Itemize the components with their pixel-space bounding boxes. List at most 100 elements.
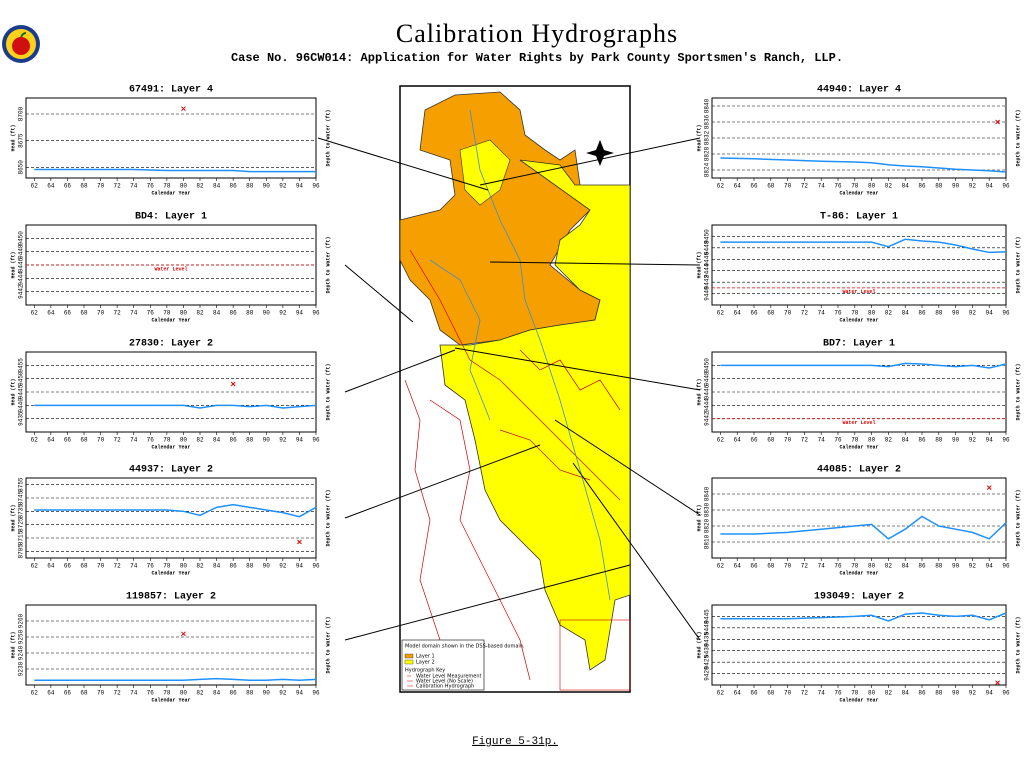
- x-tick-label: 82: [196, 690, 204, 697]
- y-axis-label: Head (ft): [10, 378, 16, 405]
- x-axis-label: Calendar Year: [839, 697, 878, 703]
- x-tick-label: 66: [64, 310, 72, 317]
- y-tick-label: 9260: [18, 613, 25, 628]
- x-tick-label: 66: [64, 437, 72, 444]
- x-tick-label: 90: [952, 310, 960, 317]
- hydrograph-line: [720, 612, 1007, 622]
- map-layer-label: Layer 1: [416, 654, 435, 660]
- x-tick-label: 86: [230, 437, 238, 444]
- x-tick-label: 90: [952, 183, 960, 190]
- x-tick-label: 82: [885, 690, 893, 697]
- y-tick-label: 9448: [704, 371, 711, 386]
- x-tick-label: 78: [163, 690, 171, 697]
- x-tick-label: 82: [885, 183, 893, 190]
- x-tick-label: 78: [163, 183, 171, 190]
- y-tick-label: 9440: [704, 620, 711, 635]
- x-tick-label: 70: [784, 690, 792, 697]
- x-tick-label: 84: [213, 563, 221, 570]
- y2-axis-label: Depth to Water (ft): [325, 489, 331, 546]
- x-tick-label: 84: [902, 310, 910, 317]
- x-tick-label: 78: [851, 563, 859, 570]
- y2-axis-label: Depth to Water (ft): [1015, 363, 1021, 420]
- x-tick-label: 88: [246, 690, 254, 697]
- x-tick-label: 80: [180, 310, 188, 317]
- x-tick-label: 80: [180, 690, 188, 697]
- x-axis-label: Calendar Year: [151, 190, 190, 196]
- x-tick-label: 90: [263, 310, 271, 317]
- x-tick-label: 64: [734, 563, 742, 570]
- x-tick-label: 64: [47, 563, 55, 570]
- x-tick-label: 88: [246, 310, 254, 317]
- map-key-item: Water Level (No Scale): [416, 679, 473, 685]
- x-tick-label: 94: [986, 183, 994, 190]
- y-tick-label: 8715: [18, 530, 25, 545]
- x-tick-label: 96: [312, 563, 320, 570]
- y-tick-label: 8755: [18, 477, 25, 492]
- x-tick-label: 82: [196, 437, 204, 444]
- x-tick-label: 64: [734, 183, 742, 190]
- x-tick-label: 64: [734, 437, 742, 444]
- x-tick-label: 74: [130, 183, 138, 190]
- y-axis-label: Head (ft): [696, 378, 702, 405]
- x-tick-label: 94: [296, 437, 304, 444]
- plot-frame: [711, 477, 1007, 559]
- x-tick-label: 72: [801, 310, 809, 317]
- x-tick-label: 68: [767, 310, 775, 317]
- hydrograph-line: [720, 362, 1007, 369]
- x-tick-label: 86: [230, 310, 238, 317]
- x-tick-label: 86: [230, 563, 238, 570]
- x-tick-label: 76: [834, 563, 842, 570]
- x-axis-label: Calendar Year: [839, 190, 878, 196]
- x-tick-label: 70: [784, 310, 792, 317]
- x-tick-label: 82: [885, 563, 893, 570]
- x-tick-label: 72: [801, 690, 809, 697]
- x-tick-label: 72: [114, 690, 122, 697]
- x-tick-label: 88: [246, 437, 254, 444]
- y-tick-label: 8700: [18, 106, 25, 121]
- x-tick-label: 78: [851, 183, 859, 190]
- x-tick-label: 74: [818, 690, 826, 697]
- x-tick-label: 92: [969, 310, 977, 317]
- y-tick-label: 8824: [704, 162, 711, 177]
- x-tick-label: 96: [312, 437, 320, 444]
- measurement-marker: [230, 381, 236, 387]
- x-tick-label: 88: [935, 563, 943, 570]
- x-tick-label: 84: [213, 310, 221, 317]
- x-tick-label: 76: [147, 310, 155, 317]
- y-tick-label: 8836: [704, 114, 711, 129]
- y-tick-label: 9442: [704, 275, 711, 290]
- x-tick-label: 64: [47, 690, 55, 697]
- marker-cross: [181, 631, 186, 637]
- x-tick-label: 84: [213, 437, 221, 444]
- x-tick-label: 72: [801, 183, 809, 190]
- x-tick-label: 68: [767, 563, 775, 570]
- plot-frame: [711, 224, 1007, 306]
- x-tick-label: 66: [64, 563, 72, 570]
- x-tick-label: 68: [80, 310, 88, 317]
- measurement-marker: [995, 119, 1000, 125]
- x-tick-label: 68: [80, 437, 88, 444]
- x-tick-label: 70: [97, 437, 105, 444]
- y-tick-label: 8735: [18, 504, 25, 519]
- y-tick-label: 9444: [704, 263, 711, 278]
- x-tick-label: 62: [31, 563, 39, 570]
- x-tick-label: 90: [952, 563, 960, 570]
- x-tick-label: 66: [750, 310, 758, 317]
- y2-axis-label: Depth to Water (ft): [325, 109, 331, 166]
- x-tick-label: 82: [196, 183, 204, 190]
- x-tick-label: 90: [263, 690, 271, 697]
- y-tick-label: 8840: [704, 98, 711, 113]
- reference-label: Water Level: [842, 420, 875, 426]
- x-tick-label: 90: [263, 183, 271, 190]
- y-tick-label: 8820: [704, 518, 711, 533]
- x-tick-label: 80: [868, 310, 876, 317]
- y-tick-label: 9450: [18, 371, 25, 386]
- x-tick-label: 62: [31, 437, 39, 444]
- x-tick-label: 70: [784, 437, 792, 444]
- x-tick-label: 86: [230, 183, 238, 190]
- x-tick-label: 84: [213, 183, 221, 190]
- reference-label: Water Level: [154, 266, 187, 272]
- x-tick-label: 62: [717, 310, 725, 317]
- y-tick-label: 9446: [18, 257, 25, 272]
- x-tick-label: 92: [279, 183, 287, 190]
